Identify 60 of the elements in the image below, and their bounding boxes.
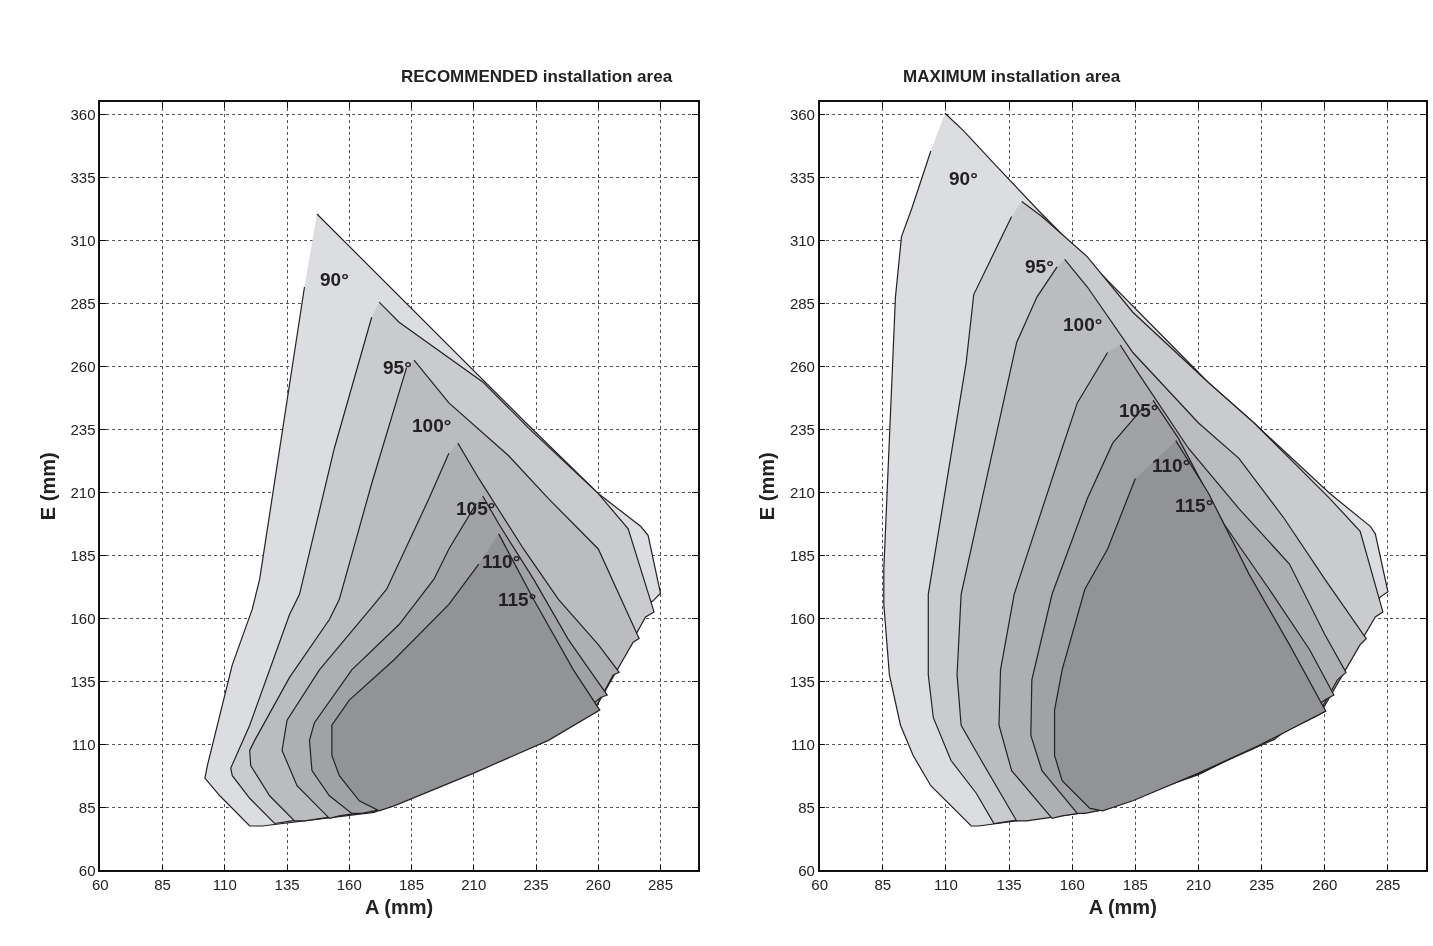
x-tick-label: 60 [91,876,109,894]
series-label: 90° [320,269,349,290]
y-tick-label: 160 [70,609,96,627]
y-tick-label: 85 [78,798,96,816]
y-tick-label: 335 [70,168,96,186]
y-tick-label: 335 [789,168,815,186]
x-axis-title: A (mm) [1088,896,1157,919]
y-tick-label: 185 [789,546,815,564]
x-tick-label: 135 [274,876,300,894]
y-axis-title: E (mm) [36,452,59,521]
x-tick-label: 235 [523,876,549,894]
y-tick-label: 260 [70,357,96,375]
series-label: 110° [1152,455,1191,476]
y-tick-label: 360 [789,106,815,124]
y-tick-label: 235 [70,420,96,438]
x-tick-label: 185 [399,876,425,894]
y-tick-label: 285 [789,294,815,312]
y-tick-label: 210 [70,483,96,501]
series-label: 100° [1063,314,1103,335]
series-label: 100° [412,415,452,436]
x-tick-label: 260 [1312,876,1338,894]
y-tick-label: 85 [798,798,815,816]
x-tick-label: 85 [874,876,892,894]
x-tick-label: 210 [1186,876,1212,894]
x-tick-label: 210 [461,876,487,894]
y-axis-title: E (mm) [755,452,778,521]
x-tick-label: 135 [996,876,1022,894]
series-label: 115° [1175,495,1214,516]
x-tick-label: 185 [1122,876,1148,894]
series-label: 95° [383,357,412,378]
chart-title: RECOMMENDED installation area [401,67,673,86]
y-tick-label: 235 [789,420,815,438]
y-tick-label: 310 [789,231,815,249]
x-tick-label: 110 [934,876,958,894]
y-tick-label: 360 [70,106,96,124]
series-label: 90° [949,168,978,189]
y-tick-label: 110 [791,735,815,753]
y-tick-label: 260 [789,357,815,375]
chart-title: MAXIMUM installation area [903,67,1121,86]
y-tick-label: 160 [789,609,815,627]
y-tick-label: 60 [78,861,96,879]
x-tick-label: 160 [1059,876,1085,894]
x-tick-label: 285 [1375,876,1401,894]
x-tick-label: 235 [1249,876,1275,894]
x-tick-label: 110 [212,876,237,894]
x-tick-label: 60 [811,876,829,894]
y-tick-label: 285 [70,294,96,312]
x-tick-label: 260 [585,876,611,894]
x-tick-label: 160 [336,876,362,894]
x-tick-label: 85 [154,876,171,894]
y-tick-label: 60 [798,861,815,879]
y-tick-label: 135 [789,672,815,690]
series-label: 95° [1025,256,1054,277]
y-tick-label: 110 [71,735,96,753]
x-tick-label: 285 [648,876,674,894]
y-tick-label: 185 [70,546,96,564]
y-tick-label: 210 [789,483,815,501]
x-axis-title: A (mm) [365,896,434,919]
y-tick-label: 310 [70,231,96,249]
y-tick-label: 135 [70,672,96,690]
